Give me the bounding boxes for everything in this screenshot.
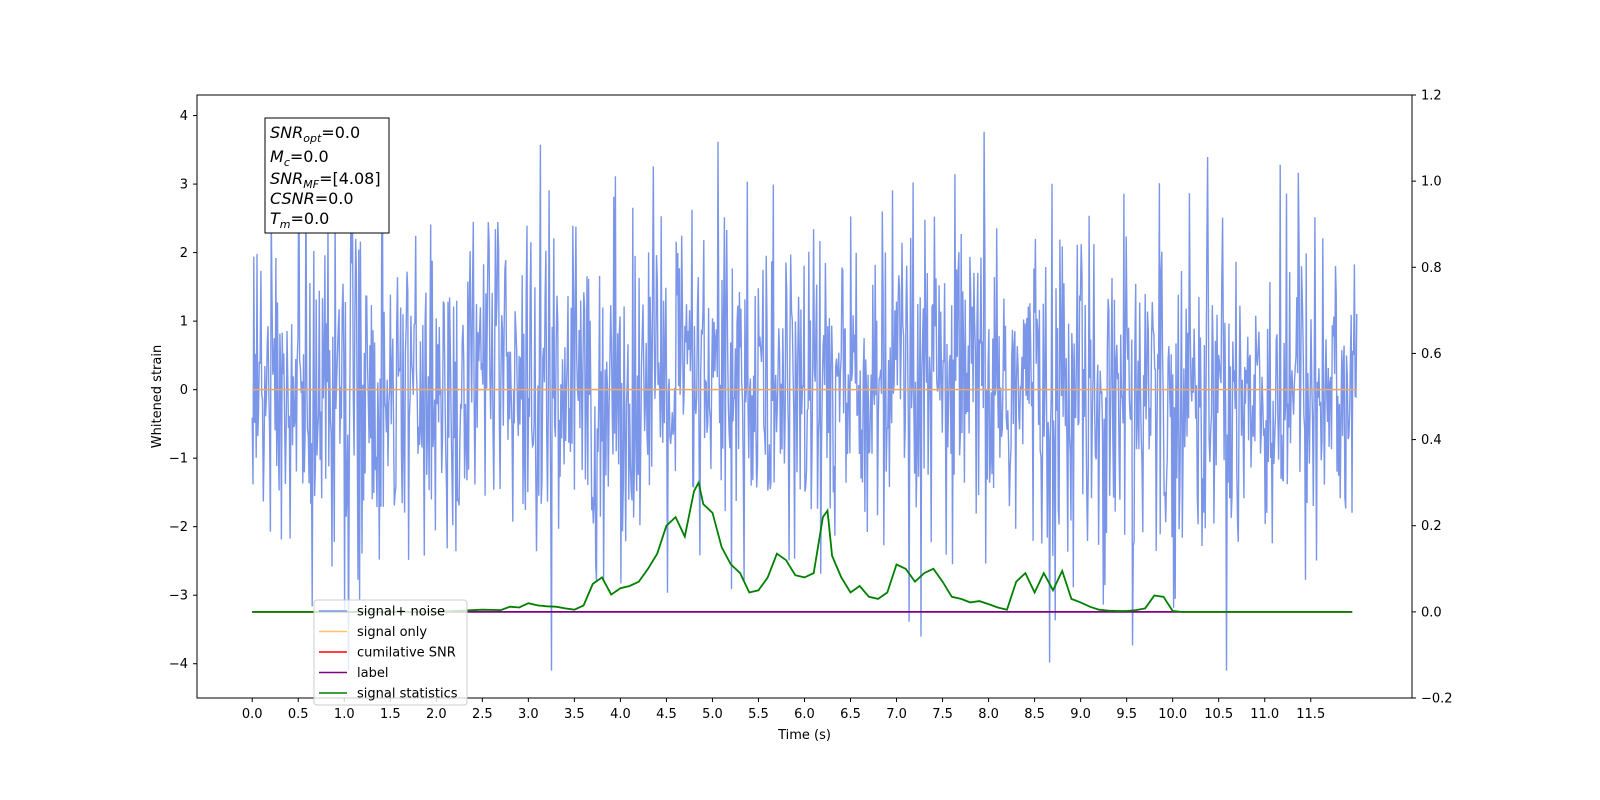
legend-label: cumilative SNR <box>357 646 456 661</box>
legend-label: signal statistics <box>357 687 458 702</box>
info-line: SNRopt=0.0 <box>270 123 360 145</box>
y-axis-left: −4 −3 −2 −1 0 1 2 3 4 <box>169 109 197 672</box>
y2-tick-label: 1.0 <box>1421 175 1442 190</box>
y-axis-right: −0.2 0.0 0.2 0.4 0.6 0.8 1.0 1.2 <box>1412 89 1453 707</box>
x-axis-label: Time (s) <box>777 728 831 743</box>
series-line-signal-noise <box>251 131 1358 671</box>
x-tick-label: 5.5 <box>748 707 769 722</box>
x-tick-label: 10.0 <box>1158 707 1187 722</box>
legend-label: label <box>357 666 388 681</box>
x-tick-label: 4.5 <box>656 707 677 722</box>
y-tick-label: −1 <box>169 452 188 467</box>
y-tick-label: −2 <box>169 520 188 535</box>
legend-label: signal+ noise <box>357 605 445 620</box>
y2-tick-label: 0.6 <box>1421 347 1442 362</box>
legend: signal+ noise signal only cumilative SNR la… <box>313 599 468 706</box>
y-tick-label: 2 <box>180 246 188 261</box>
y-tick-label: 1 <box>180 315 188 330</box>
info-line: Mc=0.0 <box>270 147 329 169</box>
x-tick-label: 1.0 <box>334 707 355 722</box>
x-tick-label: 11.0 <box>1250 707 1279 722</box>
y2-tick-label: −0.2 <box>1421 692 1453 707</box>
x-tick-label: 4.0 <box>610 707 631 722</box>
y2-tick-label: 0.4 <box>1421 433 1442 448</box>
x-tick-label: 5.0 <box>702 707 723 722</box>
x-tick-label: 1.5 <box>380 707 401 722</box>
x-tick-label: 6.5 <box>840 707 861 722</box>
x-tick-label: 0.0 <box>242 707 263 722</box>
y2-tick-label: 0.2 <box>1421 519 1442 534</box>
x-tick-label: 6.0 <box>794 707 815 722</box>
y2-tick-label: 0.8 <box>1421 261 1442 276</box>
x-tick-label: 7.0 <box>886 707 907 722</box>
x-tick-label: 0.5 <box>288 707 309 722</box>
y-axis-label: Whitened strain <box>150 345 165 448</box>
y2-tick-label: 0.0 <box>1421 605 1442 620</box>
series-line-signal-statistics <box>252 480 1353 613</box>
info-line: Tm=0.0 <box>270 209 329 231</box>
legend-frame <box>313 599 468 706</box>
info-box-frame <box>264 117 390 234</box>
x-tick-label: 3.5 <box>564 707 585 722</box>
x-tick-label: 7.5 <box>932 707 953 722</box>
x-tick-label: 10.5 <box>1204 707 1233 722</box>
x-tick-label: 3.0 <box>518 707 539 722</box>
legend-label: signal only <box>357 625 427 640</box>
info-line: SNRMF=[4.08] <box>270 169 381 191</box>
x-tick-label: 11.5 <box>1296 707 1325 722</box>
y-tick-label: −3 <box>169 589 188 604</box>
y-tick-label: 0 <box>180 383 188 398</box>
x-tick-label: 2.0 <box>426 707 447 722</box>
y2-tick-label: 1.2 <box>1421 89 1442 104</box>
y-tick-label: 4 <box>180 109 188 124</box>
x-tick-label: 2.5 <box>472 707 493 722</box>
parameter-info-box: SNRopt=0.0Mc=0.0SNRMF=[4.08]CSNR=0.0Tm=0… <box>264 117 390 234</box>
info-line: CSNR=0.0 <box>270 189 354 208</box>
x-tick-label: 8.0 <box>978 707 999 722</box>
x-axis: 0.0 0.5 1.0 1.5 2.0 2.5 3.0 3.5 4.0 4.5 5.0 5.5 6.0 6… <box>242 698 1325 722</box>
x-tick-label: 8.5 <box>1024 707 1045 722</box>
y-tick-label: 3 <box>180 178 188 193</box>
y-tick-label: −4 <box>169 657 188 672</box>
x-tick-label: 9.0 <box>1070 707 1091 722</box>
x-tick-label: 9.5 <box>1116 707 1137 722</box>
